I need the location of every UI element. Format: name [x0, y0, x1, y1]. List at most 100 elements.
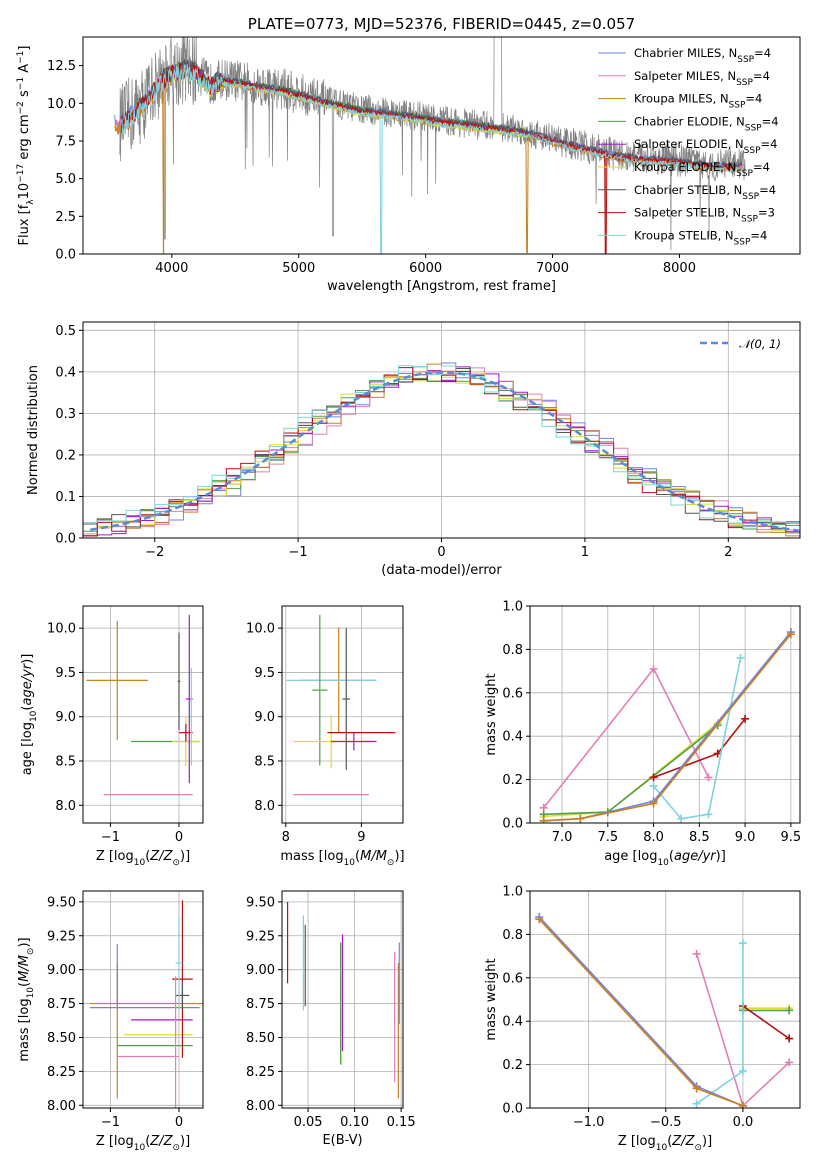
errorbar-point — [175, 981, 190, 1009]
y-tick-label: 0.4 — [502, 1015, 523, 1030]
x-tick-label: 0.05 — [294, 1115, 323, 1130]
label-part: )] — [180, 1134, 190, 1149]
y-tick-label: 0.8 — [502, 928, 523, 943]
data-point — [649, 782, 658, 791]
series-chabrier-miles — [539, 628, 795, 823]
series-line — [538, 916, 744, 1107]
series-line — [696, 943, 744, 1105]
legend-label: 𝒩(0, 1) — [739, 337, 781, 351]
label-part: Salpeter ELODIE, N — [634, 137, 744, 151]
label-part: ( — [667, 1134, 672, 1149]
axes-frame — [82, 321, 801, 539]
axes-spectrum: 4000 5000 6000 7000 8000 0.0 2.5 5.0 7.5 10.0 12.5… — [16, 15, 801, 294]
y-tick-label: 0.2 — [502, 773, 523, 788]
x-axis-label: Z [log10(Z/Z⊙)] — [96, 849, 190, 868]
data-point — [785, 1034, 794, 1043]
series-kroupa-stelib — [649, 654, 745, 823]
data-point — [738, 1067, 747, 1076]
series-kroupa-miles — [539, 630, 795, 823]
y-tick-label: 8.5 — [55, 755, 76, 770]
x-tick-label: 1 — [581, 545, 589, 560]
plot-area — [285, 614, 396, 796]
axes-frame — [281, 890, 404, 1109]
label-part: SSP — [745, 123, 762, 133]
label-part: Chabrier ELODIE, N — [634, 114, 745, 128]
plot-area — [86, 614, 200, 796]
label-part: mass [log — [280, 849, 343, 864]
axes-residuals: −2 −1 0 1 2 0.0 0.1 0.2 0.3 0.4 0.5 (data-model)/er… — [26, 321, 801, 578]
label-part: SSP — [734, 237, 751, 247]
label-part: Z/Z — [149, 1134, 173, 1149]
label-part: SSP — [744, 146, 761, 156]
ticks: −1 0 8.0 8.5 9.0 9.5 10.0 — [47, 622, 183, 845]
x-tick-label: −0.5 — [650, 1115, 682, 1130]
y-tick-label: 9.5 — [55, 666, 76, 681]
y-tick-label: 8.0 — [55, 799, 76, 814]
label-part: M/M — [360, 849, 387, 864]
series-line — [543, 631, 792, 822]
data-point — [649, 773, 658, 782]
axes-weight-vs-age: 7.0 7.5 8.0 8.5 9.0 9.5 0.0 0.2 0.4 0.6 0.8 1.0 mass… — [484, 600, 801, 869]
hist-salpeter-stelib — [83, 367, 800, 537]
x-tick-label: −1 — [101, 830, 120, 845]
series-chabrier-miles — [535, 913, 747, 1108]
ticks: 8 9 8.0 8.5 9.0 9.5 10.0 — [246, 622, 366, 845]
y-tick-label: 8.25 — [47, 1065, 76, 1080]
x-axis-label: age [log10(age/yr)] — [604, 849, 726, 868]
x-tick-label: 9 — [357, 830, 365, 845]
x-axis-label: (data-model)/error — [381, 563, 502, 578]
plot-area — [114, 37, 746, 254]
data-point — [649, 664, 658, 673]
data-point — [535, 915, 544, 924]
label-part: ( — [20, 706, 35, 711]
data-point — [649, 799, 658, 808]
axes-frame — [82, 36, 801, 255]
plot-area — [83, 362, 800, 537]
y-tick-label: 0.4 — [502, 730, 523, 745]
axes-mass-vs-ebv: 0.05 0.10 0.15 8.00 8.25 8.50 8.75 9.00 9.25 9.50… — [246, 890, 416, 1148]
x-tick-label: 5000 — [282, 261, 315, 276]
label-part: Z [log — [96, 849, 134, 864]
label-part: Salpeter MILES, N — [634, 69, 736, 83]
label-part: age [log — [20, 722, 35, 775]
plot-area — [535, 913, 794, 1108]
axes-frame — [529, 605, 801, 824]
y-tick-label: 0.0 — [55, 248, 76, 263]
x-axis-label: Z [log10(Z/Z⊙)] — [618, 1134, 712, 1153]
data-point — [677, 814, 686, 823]
series-line — [543, 667, 710, 809]
label-part: )] — [20, 654, 35, 664]
axes-age-vs-Z: −1 08.08.59.09.510.0Z [log10(Z/Z⊙)]age [l… — [20, 605, 204, 868]
label-part: ( — [669, 849, 674, 864]
label-part: SSP — [737, 55, 754, 65]
y-tick-label: 9.00 — [246, 963, 275, 978]
x-tick-label: −1.0 — [573, 1115, 605, 1130]
series-salpeter-stelib — [649, 714, 750, 782]
y-tick-label: 8.00 — [47, 1099, 76, 1114]
y-tick-label: 8.00 — [246, 1099, 275, 1114]
data-point — [692, 1084, 701, 1093]
ticks: 0.05 0.10 0.15 8.00 8.25 8.50 8.75 9.00 9.25 9.50 — [246, 895, 416, 1130]
grid-lines — [83, 606, 203, 823]
ticks: −1.0 −0.5 0.0 0.0 0.2 0.4 0.6 0.8 1.0 — [502, 885, 753, 1131]
y-tick-label: 0.5 — [55, 324, 76, 339]
label-part: ⊙ — [172, 858, 180, 868]
x-tick-label: 4000 — [155, 261, 188, 276]
data-point — [741, 714, 750, 723]
y-tick-label: 9.25 — [246, 929, 275, 944]
label-part: =4 — [750, 228, 767, 242]
axes-age-vs-mass: 8 9 8.0 8.5 9.0 9.5 10.0 mass [log10(M/M⊙)] — [246, 605, 405, 868]
label-part: Kroupa ELODIE, N — [634, 160, 736, 174]
x-tick-label: 0 — [175, 830, 183, 845]
label-part: Z [log — [96, 1134, 134, 1149]
x-axis-label: Z [log10(Z/Z⊙)] — [96, 1134, 190, 1153]
label-part: 10 — [344, 858, 356, 868]
y-tick-label: 5.0 — [55, 172, 76, 187]
errorbar-point — [175, 915, 183, 1011]
x-tick-label: 8.5 — [689, 830, 710, 845]
errorbar-point — [177, 632, 181, 730]
plot-area — [89, 900, 203, 1108]
x-tick-label: 0.10 — [340, 1115, 369, 1130]
data-point — [736, 654, 745, 663]
